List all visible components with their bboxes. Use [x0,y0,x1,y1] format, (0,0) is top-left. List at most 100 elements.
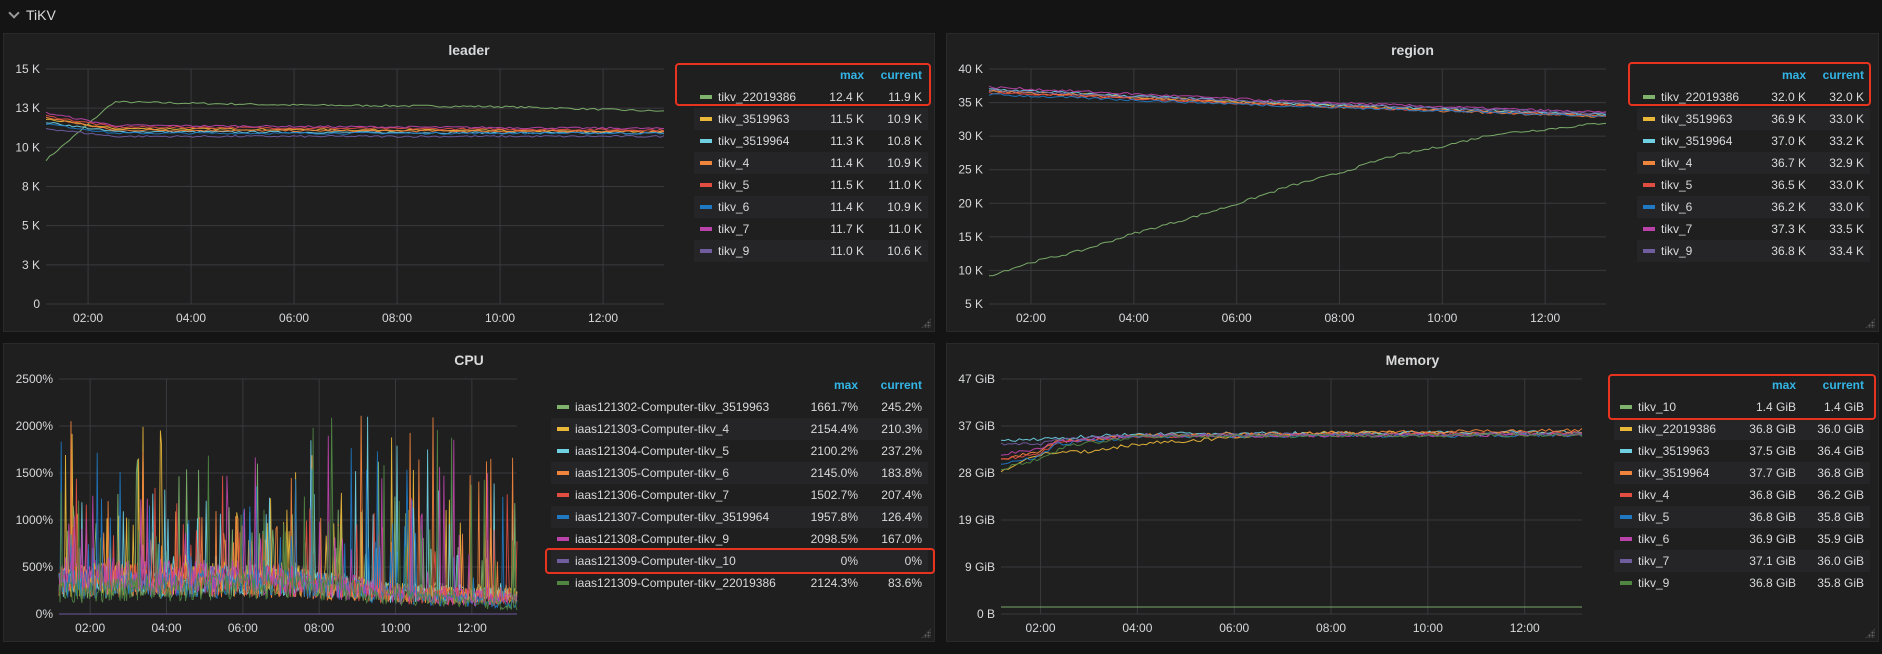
legend-item[interactable]: tikv_3519963 36.9 K 33.0 K [1637,108,1870,130]
series-color-swatch-icon[interactable] [1620,471,1632,475]
legend-header-max[interactable]: max [839,68,864,82]
legend-item[interactable]: tikv_7 11.7 K 11.0 K [694,218,928,240]
legend-item[interactable]: tikv_5 36.8 GiB 35.8 GiB [1614,506,1870,528]
legend-series-name[interactable]: tikv_7 [1638,554,1670,568]
panel-title[interactable]: leader [448,42,490,58]
legend-item[interactable]: iaas121304-Computer-tikv_5 2100.2% 237.2% [551,440,928,462]
legend-item[interactable]: tikv_6 11.4 K 10.9 K [694,196,928,218]
series-color-swatch-icon[interactable] [1643,183,1655,187]
legend-series-name[interactable]: tikv_22019386 [1638,422,1717,436]
series-color-swatch-icon[interactable] [1620,581,1632,585]
legend-item[interactable]: tikv_3519964 11.3 K 10.8 K [694,130,928,152]
legend-item[interactable]: tikv_9 36.8 GiB 35.8 GiB [1614,572,1870,594]
legend-item[interactable]: iaas121309-Computer-tikv_10 0% 0% [551,550,928,572]
legend-header-max[interactable]: max [1781,68,1806,82]
series-color-swatch-icon[interactable] [1620,405,1632,409]
legend-series-name[interactable]: tikv_22019386 [1661,90,1740,104]
panel-title[interactable]: region [1391,42,1434,58]
legend-series-name[interactable]: tikv_9 [718,244,750,258]
legend-series-name[interactable]: tikv_6 [718,200,750,214]
series-color-swatch-icon[interactable] [557,471,569,475]
series-color-swatch-icon[interactable] [1620,449,1632,453]
legend-series-name[interactable]: iaas121305-Computer-tikv_6 [575,466,730,480]
series-color-swatch-icon[interactable] [1643,161,1655,165]
legend-series-name[interactable]: tikv_5 [718,178,750,192]
legend-series-name[interactable]: tikv_4 [718,156,750,170]
row-header-tikv[interactable]: TiKV [6,5,56,25]
series-color-swatch-icon[interactable] [1643,227,1655,231]
legend-series-name[interactable]: tikv_3519964 [1661,134,1733,148]
legend-item[interactable]: tikv_3519963 11.5 K 10.9 K [694,108,928,130]
legend-item[interactable]: tikv_3519963 37.5 GiB 36.4 GiB [1614,440,1870,462]
legend-series-name[interactable]: iaas121302-Computer-tikv_3519963 [575,400,770,414]
series-color-swatch-icon[interactable] [1643,205,1655,209]
legend-series-name[interactable]: tikv_7 [718,222,750,236]
legend-header-current[interactable]: current [880,378,922,392]
legend-series-name[interactable]: iaas121304-Computer-tikv_5 [575,444,730,458]
series-color-swatch-icon[interactable] [1643,95,1655,99]
legend-series-name[interactable]: tikv_6 [1638,532,1670,546]
series-color-swatch-icon[interactable] [700,139,712,143]
legend-item[interactable]: tikv_9 36.8 K 33.4 K [1637,240,1870,262]
legend-series-name[interactable]: iaas121308-Computer-tikv_9 [575,532,730,546]
legend-item[interactable]: iaas121303-Computer-tikv_4 2154.4% 210.3% [551,418,928,440]
legend-item[interactable]: tikv_6 36.9 GiB 35.9 GiB [1614,528,1870,550]
legend-series-name[interactable]: tikv_3519964 [718,134,790,148]
legend-item[interactable]: tikv_3519964 37.0 K 33.2 K [1637,130,1870,152]
series-color-swatch-icon[interactable] [557,515,569,519]
series-color-swatch-icon[interactable] [1620,427,1632,431]
legend-series-name[interactable]: tikv_3519964 [1638,466,1710,480]
series-color-swatch-icon[interactable] [700,161,712,165]
series-color-swatch-icon[interactable] [700,205,712,209]
series-color-swatch-icon[interactable] [557,449,569,453]
legend-series-name[interactable]: tikv_7 [1661,222,1693,236]
legend-item[interactable]: tikv_22019386 32.0 K 32.0 K [1637,86,1870,108]
legend-item[interactable]: tikv_22019386 12.4 K 11.9 K [694,86,928,108]
series-color-swatch-icon[interactable] [557,493,569,497]
legend-item[interactable]: tikv_5 11.5 K 11.0 K [694,174,928,196]
legend-item[interactable]: tikv_7 37.1 GiB 36.0 GiB [1614,550,1870,572]
legend-header-max[interactable]: max [833,378,858,392]
legend-series-name[interactable]: iaas121303-Computer-tikv_4 [575,422,730,436]
legend-series-name[interactable]: tikv_5 [1661,178,1693,192]
series-color-swatch-icon[interactable] [557,559,569,563]
legend-header-max[interactable]: max [1771,378,1796,392]
legend-series-name[interactable]: tikv_22019386 [718,90,797,104]
series-color-swatch-icon[interactable] [1620,493,1632,497]
legend-item[interactable]: tikv_5 36.5 K 33.0 K [1637,174,1870,196]
legend-item[interactable]: iaas121308-Computer-tikv_9 2098.5% 167.0% [551,528,928,550]
legend-series-name[interactable]: iaas121309-Computer-tikv_22019386 [575,576,776,590]
series-color-swatch-icon[interactable] [1643,117,1655,121]
legend-series-name[interactable]: tikv_4 [1638,488,1670,502]
legend-item[interactable]: tikv_3519964 37.7 GiB 36.8 GiB [1614,462,1870,484]
legend-series-name[interactable]: tikv_9 [1638,576,1670,590]
series-color-swatch-icon[interactable] [1620,537,1632,541]
legend-item[interactable]: iaas121302-Computer-tikv_3519963 1661.7% 2… [551,396,928,418]
legend-item[interactable]: tikv_4 11.4 K 10.9 K [694,152,928,174]
resize-handle-icon[interactable] [921,628,931,638]
legend-series-name[interactable]: tikv_3519963 [1638,444,1710,458]
legend-series-name[interactable]: tikv_3519963 [718,112,790,126]
panel-title[interactable]: CPU [454,352,484,368]
legend-item[interactable]: tikv_9 11.0 K 10.6 K [694,240,928,262]
chevron-down-icon[interactable] [8,7,20,19]
legend-item[interactable]: tikv_4 36.7 K 32.9 K [1637,152,1870,174]
series-color-swatch-icon[interactable] [557,405,569,409]
legend-series-name[interactable]: iaas121306-Computer-tikv_7 [575,488,730,502]
legend-series-name[interactable]: iaas121309-Computer-tikv_10 [575,554,736,568]
resize-handle-icon[interactable] [1865,628,1875,638]
series-color-swatch-icon[interactable] [557,581,569,585]
series-color-swatch-icon[interactable] [700,95,712,99]
series-color-swatch-icon[interactable] [700,227,712,231]
series-color-swatch-icon[interactable] [557,427,569,431]
legend-header-current[interactable]: current [1822,378,1864,392]
legend-series-name[interactable]: tikv_3519963 [1661,112,1733,126]
panel-title[interactable]: Memory [1385,352,1440,368]
legend-series-name[interactable]: tikv_4 [1661,156,1693,170]
legend-item[interactable]: iaas121307-Computer-tikv_3519964 1957.8% 1… [551,506,928,528]
resize-handle-icon[interactable] [921,318,931,328]
series-color-swatch-icon[interactable] [700,183,712,187]
legend-series-name[interactable]: tikv_9 [1661,244,1693,258]
legend-series-name[interactable]: tikv_6 [1661,200,1693,214]
legend-item[interactable]: tikv_4 36.8 GiB 36.2 GiB [1614,484,1870,506]
